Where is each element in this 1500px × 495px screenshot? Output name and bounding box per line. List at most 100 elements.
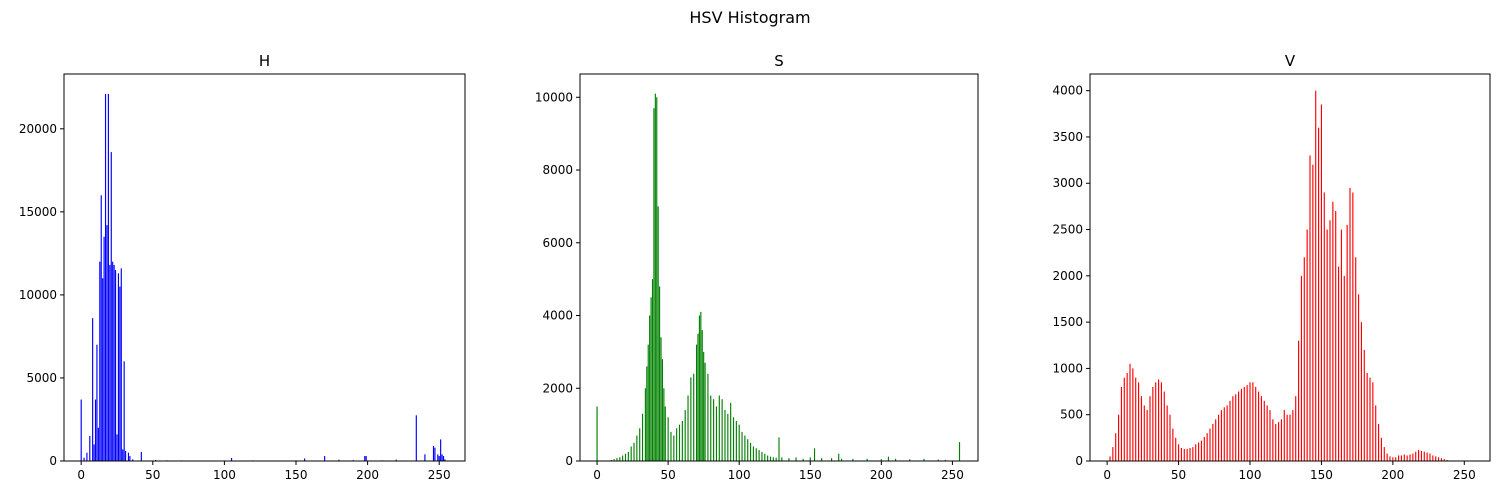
histogram-bar	[647, 344, 649, 461]
histogram-bar	[1152, 386, 1154, 461]
histogram-bar	[1155, 382, 1157, 461]
histogram-bar	[117, 273, 119, 461]
histogram-bar	[1180, 448, 1182, 461]
histogram-bar	[1378, 423, 1380, 461]
panel-title: S	[774, 52, 784, 70]
x-tick-label: 200	[1381, 468, 1404, 482]
histogram-bar	[96, 344, 98, 461]
y-tick-label: 8000	[542, 163, 573, 177]
histogram-bar	[1423, 451, 1425, 461]
histogram-bar	[641, 413, 644, 461]
histogram-bar	[338, 459, 340, 461]
histogram-bar	[1303, 257, 1305, 461]
histogram-bar	[715, 406, 718, 461]
y-tick-label: 4000	[1052, 84, 1083, 98]
histogram-bar	[1175, 437, 1177, 461]
histogram-bar	[681, 420, 683, 461]
histogram-bar	[1215, 419, 1217, 461]
histogram-bar	[852, 458, 854, 461]
histogram-bar	[653, 108, 655, 461]
y-tick-label: 6000	[542, 236, 573, 250]
x-tick-label: 250	[1453, 468, 1476, 482]
histogram-bar	[1146, 410, 1148, 461]
histogram-bar	[1349, 187, 1351, 461]
histogram-bar	[92, 318, 94, 461]
histogram-bar	[1138, 382, 1140, 461]
histogram-bar	[1438, 457, 1440, 461]
y-tick-label: 10000	[535, 90, 573, 104]
histogram-bar	[704, 362, 706, 461]
histogram-bar	[1412, 453, 1414, 461]
histogram-bar	[1218, 414, 1220, 461]
histogram-bar	[364, 456, 366, 461]
histogram-bar	[750, 442, 752, 461]
histogram-bar	[1358, 294, 1360, 461]
histogram-bar	[1186, 448, 1188, 461]
histogram-bar	[1429, 453, 1431, 461]
y-tick-label: 4000	[542, 309, 573, 323]
histogram-bar	[1403, 454, 1405, 461]
histogram-bar	[687, 395, 689, 461]
histogram-bar	[1329, 220, 1331, 461]
panel-title: V	[1285, 52, 1296, 70]
histogram-bar	[727, 413, 729, 461]
histogram-bar	[651, 279, 654, 461]
histogram-bar	[1132, 368, 1134, 461]
histogram-bar	[102, 278, 104, 461]
histogram-bar	[596, 406, 598, 461]
histogram-bar	[1400, 455, 1402, 461]
histogram-bar	[1158, 379, 1160, 461]
histogram-bar	[616, 458, 618, 461]
histogram-bar	[132, 459, 134, 461]
histogram-bar	[741, 431, 743, 461]
histogram-bar	[1226, 405, 1228, 461]
histogram-bar	[684, 410, 686, 461]
histogram-bar	[1283, 410, 1285, 461]
x-tick-label: 250	[941, 468, 964, 482]
histogram-bar	[1223, 407, 1225, 461]
histogram-bar	[1295, 396, 1297, 461]
histogram-bar	[83, 457, 85, 461]
y-tick-label: 500	[1060, 408, 1083, 422]
y-tick-label: 1500	[1052, 315, 1083, 329]
histogram-bar	[1203, 436, 1205, 461]
histogram-bar	[80, 399, 82, 461]
y-tick-label: 2000	[542, 381, 573, 395]
y-tick-label: 3500	[1052, 130, 1083, 144]
histogram-bar	[1326, 229, 1328, 461]
histogram-bar	[701, 330, 703, 461]
histogram-bar	[781, 457, 783, 461]
histogram-bar	[649, 315, 651, 461]
histogram-bar	[1440, 458, 1442, 461]
x-tick-label: 200	[356, 468, 379, 482]
histogram-bar	[1235, 394, 1237, 461]
histogram-bar	[1315, 90, 1317, 462]
x-tick-label: 0	[1103, 468, 1111, 482]
histogram-bar	[1160, 382, 1162, 461]
histogram-bar	[627, 451, 629, 461]
x-tick-label: 150	[285, 468, 308, 482]
histogram-bar	[140, 451, 142, 461]
histogram-bar	[1269, 410, 1271, 461]
histogram-bar	[880, 459, 882, 461]
histogram-bar	[1275, 423, 1277, 461]
histogram-bar	[1183, 448, 1185, 461]
histogram-bar	[114, 269, 117, 461]
histogram-bar	[103, 236, 105, 461]
histogram-bar	[1320, 104, 1322, 462]
histogram-bar	[1115, 433, 1117, 461]
histogram-bar	[721, 399, 723, 461]
x-tick-label: 0	[77, 468, 85, 482]
histogram-bar	[613, 459, 615, 461]
histogram-bar	[93, 444, 95, 461]
histogram-bar	[122, 449, 124, 461]
histogram-bar	[636, 435, 638, 461]
histogram-bar	[434, 447, 436, 461]
histogram-bar	[769, 456, 772, 461]
histogram-bar	[639, 428, 641, 461]
histogram-bar	[630, 446, 632, 461]
histogram-bar	[707, 373, 709, 461]
histogram-bar	[1118, 414, 1120, 461]
histogram-bar	[767, 455, 769, 461]
y-tick-label: 5000	[26, 371, 57, 385]
